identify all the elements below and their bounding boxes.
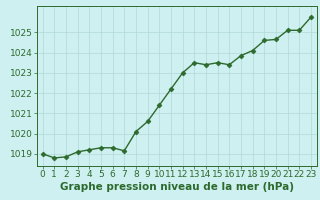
X-axis label: Graphe pression niveau de la mer (hPa): Graphe pression niveau de la mer (hPa) <box>60 182 294 192</box>
